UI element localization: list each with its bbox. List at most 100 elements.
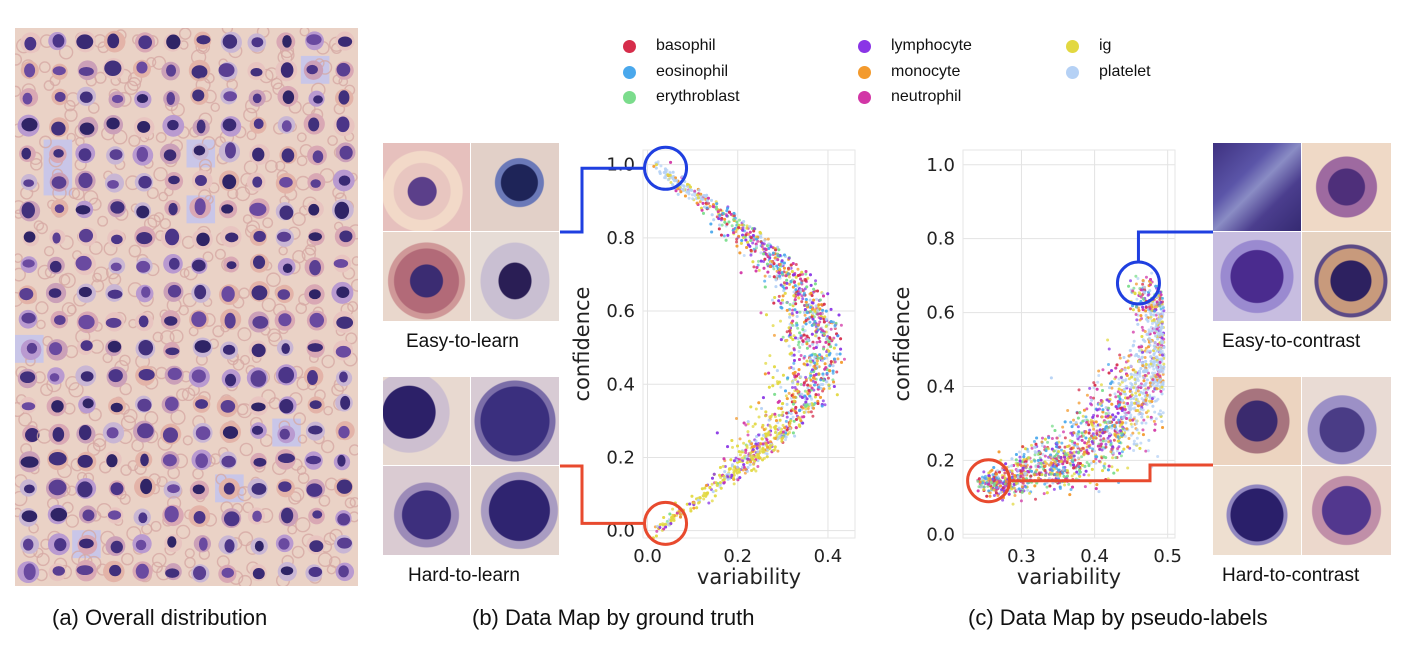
cell-thumbnail	[39, 135, 73, 168]
data-point	[1083, 485, 1087, 489]
data-point	[723, 464, 727, 468]
cell-thumbnail	[335, 421, 355, 441]
data-point	[810, 332, 814, 336]
data-point	[832, 346, 836, 350]
data-point	[808, 394, 812, 398]
data-point	[1122, 410, 1126, 414]
data-point	[718, 213, 722, 217]
data-point	[1142, 290, 1146, 294]
data-point	[741, 226, 745, 230]
data-point	[731, 228, 735, 232]
data-point	[738, 453, 742, 457]
cell-thumbnail	[333, 221, 358, 247]
data-point	[777, 413, 781, 417]
data-point	[723, 217, 727, 221]
data-point	[757, 401, 761, 405]
data-point	[746, 433, 750, 437]
data-point	[787, 326, 791, 330]
data-point	[811, 342, 815, 346]
data-point	[695, 193, 699, 197]
data-point	[777, 406, 781, 410]
data-point	[745, 461, 749, 465]
data-point	[745, 224, 749, 228]
data-point	[808, 384, 812, 388]
cell-thumbnail	[20, 173, 40, 200]
data-point	[821, 329, 825, 333]
data-point	[706, 196, 710, 200]
cell-thumbnail	[184, 556, 210, 583]
data-point	[803, 307, 807, 311]
data-point	[781, 435, 785, 439]
data-point	[821, 294, 825, 298]
data-point	[795, 310, 799, 314]
legend-label: basophil	[656, 37, 716, 54]
cell-thumbnail	[38, 61, 68, 87]
data-point	[1081, 434, 1085, 438]
cell-thumbnail	[272, 82, 302, 114]
data-point	[687, 196, 691, 200]
data-point	[789, 409, 793, 413]
data-point	[762, 252, 766, 256]
data-point	[761, 458, 765, 462]
data-point	[785, 411, 789, 415]
data-point	[807, 388, 811, 392]
data-point	[721, 464, 725, 468]
data-point	[1161, 387, 1165, 391]
cell-image	[383, 466, 470, 555]
cell-thumbnail	[77, 60, 107, 87]
data-point	[839, 337, 843, 341]
data-point	[775, 264, 779, 268]
data-point	[831, 371, 835, 375]
data-point	[716, 210, 720, 214]
data-point	[824, 325, 828, 329]
data-point	[839, 323, 843, 327]
data-point	[803, 394, 807, 398]
cell-thumbnail	[163, 281, 184, 313]
cell-thumbnail	[335, 497, 358, 527]
data-point	[801, 406, 805, 410]
data-point	[793, 308, 797, 312]
data-point	[1110, 465, 1114, 469]
data-point	[813, 361, 817, 365]
cell-thumbnail	[153, 167, 184, 197]
cell-thumbnail	[163, 254, 190, 278]
data-point	[760, 437, 764, 441]
data-point	[749, 460, 753, 464]
cell-thumbnail	[181, 387, 211, 413]
data-point	[777, 299, 781, 303]
cell-thumbnail	[39, 31, 74, 60]
data-point	[810, 301, 814, 305]
data-point	[829, 345, 833, 349]
cell-thumbnail	[186, 136, 216, 172]
data-point	[826, 292, 830, 296]
data-point	[1021, 481, 1025, 485]
data-point	[766, 270, 770, 274]
data-point	[777, 426, 781, 430]
data-point	[1106, 436, 1110, 440]
easy-to-learn-label: Easy-to-learn	[406, 331, 519, 352]
data-point	[738, 437, 742, 441]
data-point	[734, 456, 738, 460]
data-point	[810, 307, 814, 311]
data-point	[791, 273, 795, 277]
y-tick-label: 0.4	[606, 374, 635, 395]
cell-thumbnail	[306, 339, 335, 369]
cell-thumbnail	[238, 281, 276, 313]
data-point	[827, 386, 831, 390]
cell-thumbnail	[131, 420, 159, 452]
data-point	[710, 482, 714, 486]
data-point	[790, 269, 794, 273]
data-point	[1071, 446, 1075, 450]
cell-thumbnail	[324, 477, 358, 508]
data-point	[790, 312, 794, 316]
data-point	[773, 256, 777, 260]
data-map-ground-truth-chart: 0.0 0.2 0.40.00.20.40.60.81.0variabilityco…	[570, 145, 856, 589]
data-point	[810, 353, 814, 357]
cell-thumbnail	[37, 256, 65, 280]
data-point	[814, 366, 818, 370]
data-point	[1069, 488, 1073, 492]
data-point	[804, 297, 808, 301]
data-point	[760, 406, 764, 410]
data-point	[774, 278, 778, 282]
data-point	[717, 227, 721, 231]
